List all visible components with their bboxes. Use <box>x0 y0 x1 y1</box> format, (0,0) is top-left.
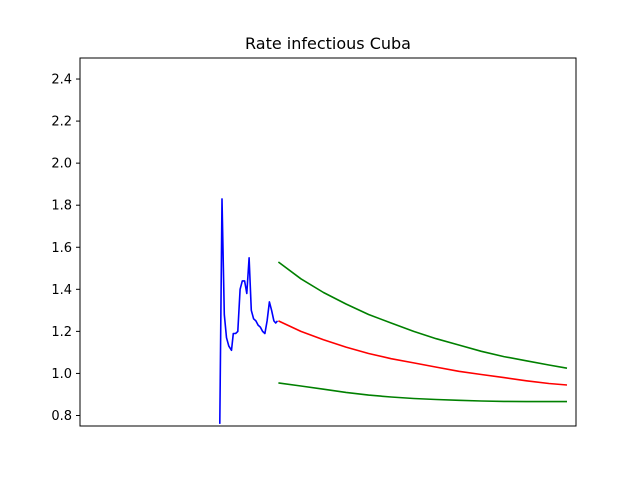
y-axis: 0.8 1.0 1.2 1.4 1.6 1.8 2.0 2.2 2.4 <box>51 73 80 424</box>
y-tick-label: 2.4 <box>51 73 72 88</box>
y-tick-label: 2.0 <box>51 157 72 172</box>
y-tick-label: 1.4 <box>51 283 72 298</box>
series-layer <box>219 198 568 424</box>
series-line-2 <box>278 320 568 386</box>
y-tick-label: 1.0 <box>51 367 72 382</box>
y-tick-label: 1.6 <box>51 241 72 256</box>
y-tick-label: 1.2 <box>51 325 72 340</box>
series-line-3 <box>277 261 568 369</box>
y-tick-label: 2.2 <box>51 115 72 130</box>
y-tick-label: 0.8 <box>51 409 72 424</box>
series-line-4 <box>278 382 567 403</box>
plot-frame <box>79 57 577 427</box>
chart-title: Rate infectious Cuba <box>245 34 411 53</box>
series-line-1 <box>219 198 279 424</box>
y-tick-label: 1.8 <box>51 199 72 214</box>
